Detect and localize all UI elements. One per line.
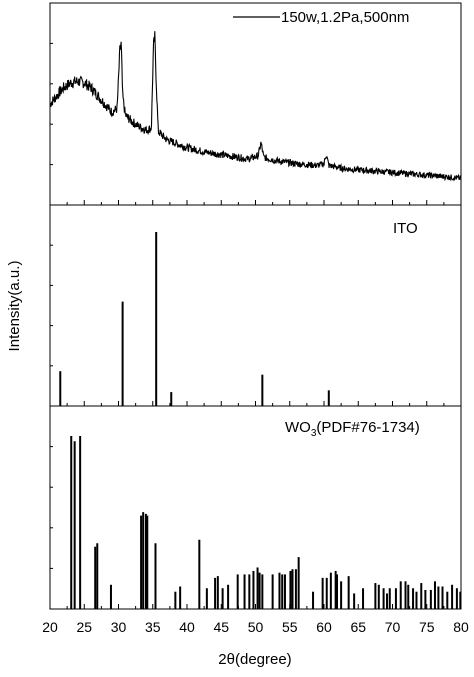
- x-tick-label: 60: [316, 619, 332, 635]
- x-tick-label: 25: [76, 619, 92, 635]
- wo3-panel-label: WO3(PDF#76-1734): [285, 419, 420, 439]
- x-tick-label: 70: [385, 619, 401, 635]
- x-tick-label: 35: [145, 619, 161, 635]
- x-tick-labels: 20 25 30 35 40 45 50 55 60 65 70 75 80: [42, 619, 469, 635]
- ito-panel-label: ITO: [393, 220, 418, 237]
- ito-reference-panel: [59, 232, 330, 406]
- y-axis-title: Intensity(a.u.): [6, 261, 23, 352]
- xrd-pattern-line: [49, 31, 462, 182]
- x-tick-label: 80: [453, 619, 469, 635]
- x-tick-label: 30: [111, 619, 127, 635]
- x-tick-label: 40: [179, 619, 195, 635]
- x-axis-title: 2θ(degree): [218, 651, 291, 668]
- xrd-pattern-panel: [49, 31, 462, 182]
- panel-frame-bottom: [49, 405, 462, 610]
- x-tick-label: 75: [419, 619, 435, 635]
- x-tick-label: 50: [248, 619, 264, 635]
- wo3-reference-panel: [70, 436, 462, 609]
- legend-label: 150w,1.2Pa,500nm: [281, 9, 409, 26]
- axis-ticks: [49, 42, 462, 609]
- x-tick-label: 55: [282, 619, 298, 635]
- x-tick-label: 65: [350, 619, 366, 635]
- x-tick-label: 45: [213, 619, 229, 635]
- x-tick-label: 20: [42, 619, 58, 635]
